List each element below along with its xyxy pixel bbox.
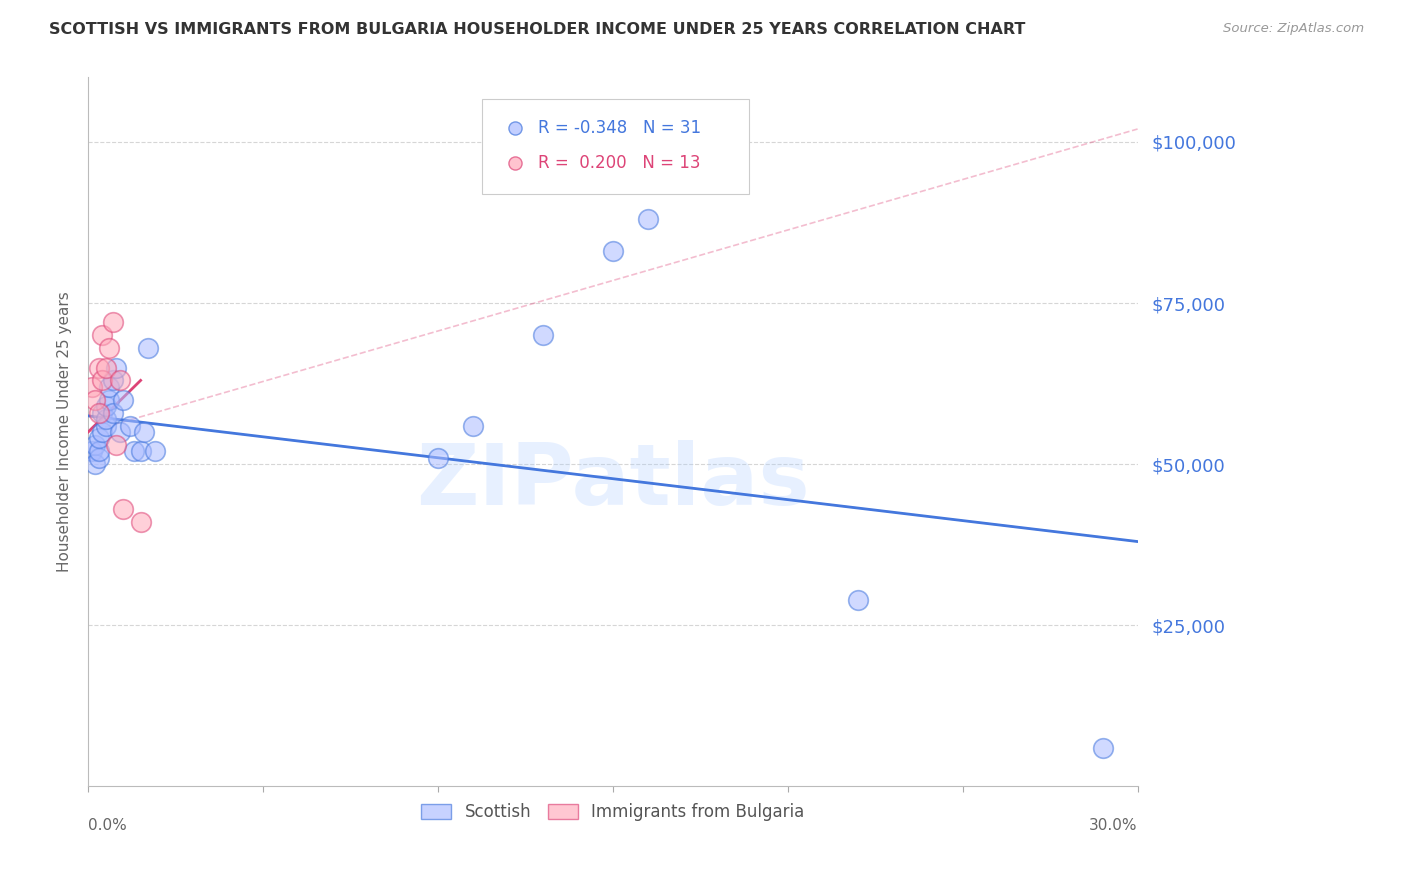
- Point: [84, 438, 107, 452]
- Point: [108, 373, 131, 387]
- Point: [91, 373, 114, 387]
- Point: [112, 502, 135, 516]
- Point: [1091, 740, 1114, 755]
- Point: [94, 360, 117, 375]
- Point: [98, 392, 121, 407]
- Point: [87, 360, 110, 375]
- Text: 30.0%: 30.0%: [1090, 818, 1137, 833]
- Point: [87, 431, 110, 445]
- Point: [101, 373, 124, 387]
- Point: [94, 418, 117, 433]
- Point: [80, 444, 103, 458]
- Point: [112, 392, 135, 407]
- Point: [87, 406, 110, 420]
- Point: [94, 399, 117, 413]
- Point: [105, 360, 128, 375]
- FancyBboxPatch shape: [482, 99, 749, 194]
- Point: [461, 418, 484, 433]
- Point: [122, 444, 145, 458]
- Point: [101, 315, 124, 329]
- Text: 0.0%: 0.0%: [89, 818, 127, 833]
- Point: [91, 406, 114, 420]
- Text: Source: ZipAtlas.com: Source: ZipAtlas.com: [1223, 22, 1364, 36]
- Legend: Scottish, Immigrants from Bulgaria: Scottish, Immigrants from Bulgaria: [415, 797, 811, 828]
- Point: [87, 444, 110, 458]
- Point: [108, 425, 131, 439]
- Y-axis label: Householder Income Under 25 years: Householder Income Under 25 years: [58, 292, 72, 573]
- Point: [846, 592, 869, 607]
- Point: [105, 438, 128, 452]
- Point: [637, 212, 659, 227]
- Point: [94, 412, 117, 426]
- Text: R =  0.200   N = 13: R = 0.200 N = 13: [538, 153, 700, 171]
- Point: [134, 425, 156, 439]
- Point: [84, 457, 107, 471]
- Point: [80, 380, 103, 394]
- Text: ZIPatlas: ZIPatlas: [416, 440, 810, 523]
- Point: [129, 444, 152, 458]
- Point: [602, 244, 624, 259]
- Point: [98, 341, 121, 355]
- Point: [91, 328, 114, 343]
- Point: [87, 450, 110, 465]
- Point: [101, 406, 124, 420]
- Point: [98, 380, 121, 394]
- Point: [120, 418, 142, 433]
- Point: [143, 444, 166, 458]
- Point: [84, 392, 107, 407]
- Text: R = -0.348   N = 31: R = -0.348 N = 31: [538, 120, 702, 137]
- Point: [91, 425, 114, 439]
- Text: SCOTTISH VS IMMIGRANTS FROM BULGARIA HOUSEHOLDER INCOME UNDER 25 YEARS CORRELATI: SCOTTISH VS IMMIGRANTS FROM BULGARIA HOU…: [49, 22, 1025, 37]
- Point: [136, 341, 159, 355]
- Point: [426, 450, 449, 465]
- Point: [531, 328, 554, 343]
- Point: [129, 515, 152, 529]
